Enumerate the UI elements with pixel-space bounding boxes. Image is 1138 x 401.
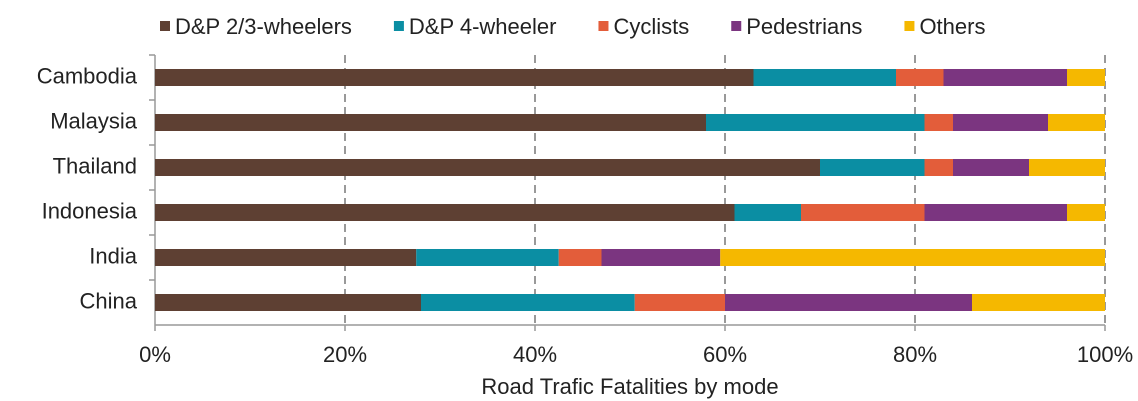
bar-segment: [558, 249, 602, 266]
bar-segment: [953, 159, 1029, 176]
bar-segment: [601, 249, 721, 266]
bar-segment: [155, 159, 820, 176]
bar-segment: [725, 294, 972, 311]
bar-segment: [734, 204, 801, 221]
x-tick-label: 60%: [703, 342, 747, 367]
x-tick-label: 20%: [323, 342, 367, 367]
bar-segment: [155, 294, 421, 311]
legend-swatch: [393, 21, 404, 31]
bar-segment: [753, 69, 896, 86]
bar-segment: [820, 159, 925, 176]
bar-segment: [706, 114, 925, 131]
bar-segment: [924, 204, 1067, 221]
bar-segment: [720, 249, 1105, 266]
legend-label: Cyclists: [613, 14, 689, 39]
y-tick-label: Malaysia: [50, 108, 138, 133]
legend-swatch: [160, 21, 170, 31]
legend-swatch: [731, 21, 742, 31]
legend-label: Pedestrians: [746, 14, 862, 39]
bar-segment: [1029, 159, 1105, 176]
bar-segment: [801, 204, 925, 221]
y-tick-label: China: [80, 288, 138, 313]
bar-segment: [972, 294, 1105, 311]
x-axis-title: Road Trafic Fatalities by mode: [481, 374, 778, 399]
x-tick-label: 0%: [139, 342, 171, 367]
legend-label: D&P 2/3-wheelers: [175, 14, 352, 39]
y-tick-label: Cambodia: [37, 63, 138, 88]
legend-swatch: [598, 21, 609, 31]
x-tick-label: 100%: [1077, 342, 1133, 367]
bar-segment: [896, 69, 944, 86]
bar-segment: [155, 69, 754, 86]
bar-segment: [953, 114, 1048, 131]
y-tick-label: Thailand: [53, 153, 137, 178]
bar-segment: [416, 249, 559, 266]
bar-segment: [155, 249, 417, 266]
bar-segment: [634, 294, 725, 311]
bar-segment: [943, 69, 1067, 86]
bar-segment: [155, 204, 735, 221]
bar-segment: [1067, 204, 1105, 221]
y-tick-label: India: [89, 243, 137, 268]
x-tick-label: 80%: [893, 342, 937, 367]
legend-swatch: [904, 21, 915, 31]
bar-segment: [1067, 69, 1105, 86]
bar-segment: [924, 159, 953, 176]
bar-segment: [155, 114, 706, 131]
bar-segment: [924, 114, 953, 131]
bar-segment: [421, 294, 635, 311]
bar-segment: [1048, 114, 1105, 131]
y-tick-label: Indonesia: [42, 198, 138, 223]
x-tick-label: 40%: [513, 342, 557, 367]
legend-label: Others: [919, 14, 985, 39]
legend-label: D&P 4-wheeler: [409, 14, 557, 39]
